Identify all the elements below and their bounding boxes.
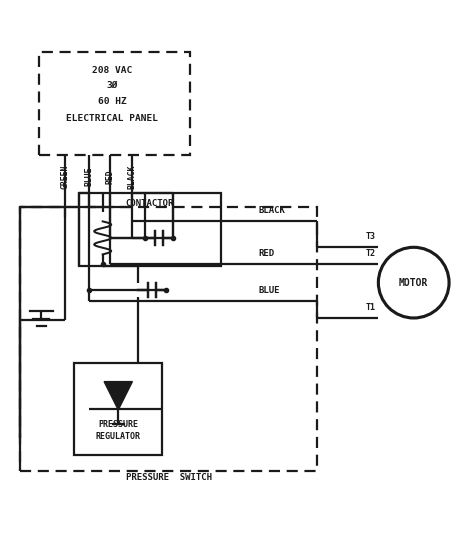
Text: RED: RED — [258, 249, 274, 258]
Text: ELECTRICAL PANEL: ELECTRICAL PANEL — [66, 114, 158, 123]
Text: PRESSURE  SWITCH: PRESSURE SWITCH — [126, 473, 212, 482]
Text: PRESSURE: PRESSURE — [98, 419, 138, 429]
Text: T1: T1 — [366, 303, 376, 312]
Text: 3Ø: 3Ø — [106, 81, 118, 90]
Text: 208 VAC: 208 VAC — [92, 66, 132, 75]
Text: T3: T3 — [366, 232, 376, 241]
Text: T2: T2 — [366, 249, 376, 258]
Text: BLACK: BLACK — [258, 206, 285, 215]
Text: 60 HZ: 60 HZ — [98, 97, 127, 106]
Text: BLACK: BLACK — [128, 164, 137, 189]
Text: GREEN: GREEN — [61, 164, 70, 189]
Polygon shape — [104, 382, 132, 410]
Text: BLUE: BLUE — [84, 167, 93, 186]
Text: MOTOR: MOTOR — [399, 278, 428, 288]
Text: BLUE: BLUE — [258, 286, 280, 295]
Text: RED: RED — [105, 169, 114, 184]
Text: REGULATOR: REGULATOR — [96, 432, 140, 441]
Text: CONTACTOR: CONTACTOR — [126, 199, 174, 208]
